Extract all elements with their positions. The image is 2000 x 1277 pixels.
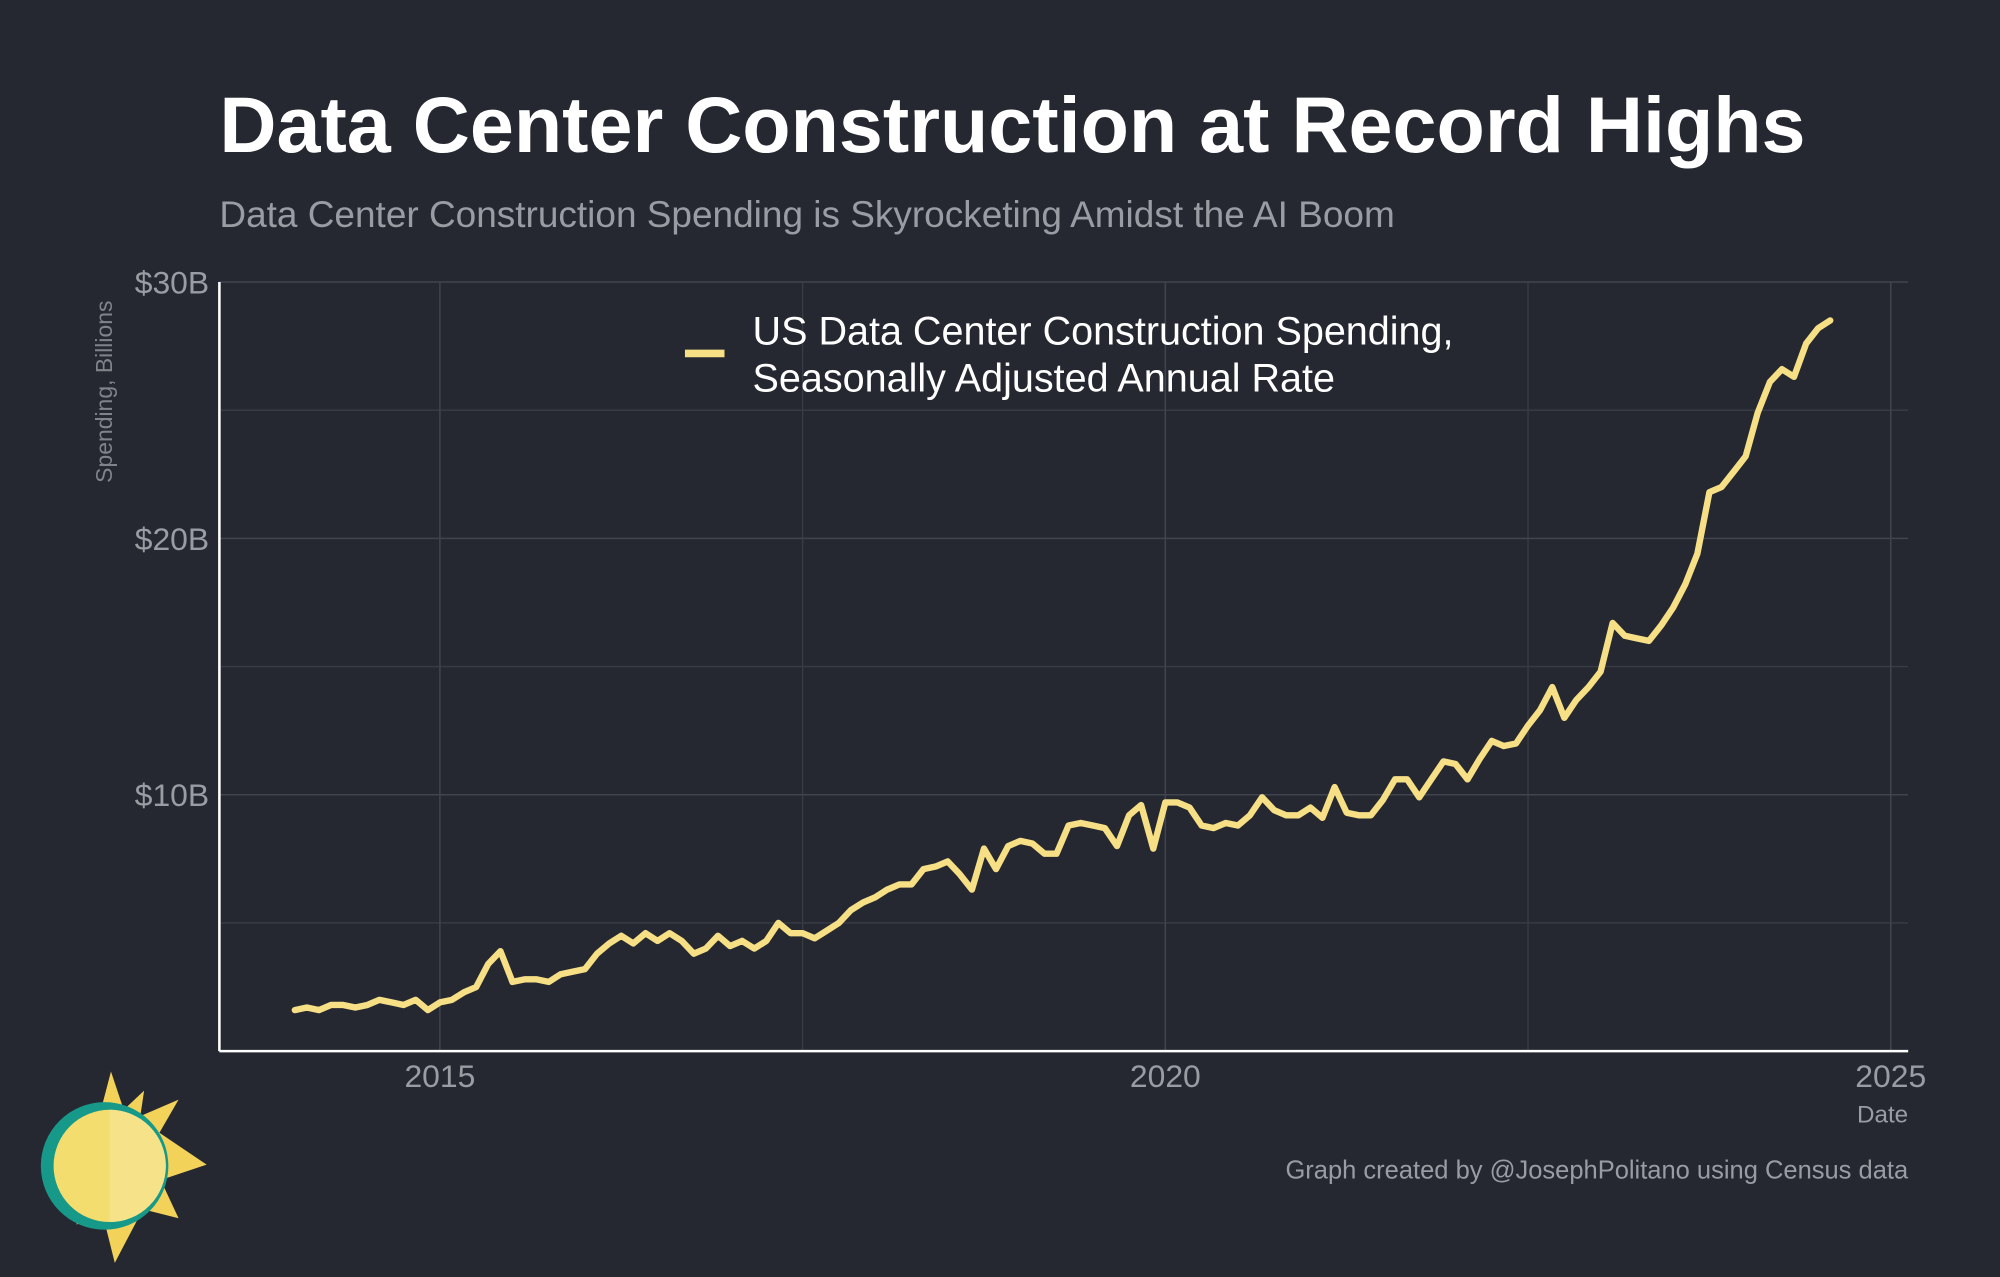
x-axis-label: Date <box>1857 1102 1908 1129</box>
x-tick-label: 2015 <box>404 1058 475 1094</box>
logo-face <box>109 1109 166 1223</box>
credit: Graph created by @JosephPolitano using C… <box>1285 1157 1909 1185</box>
y-tick-label: $20B <box>135 521 209 557</box>
legend-label: US Data Center Construction Spending, Se… <box>753 309 1465 400</box>
logo <box>40 1071 207 1263</box>
x-tick-label: 2025 <box>1855 1058 1926 1094</box>
chart-subtitle: Data Center Construction Spending is Sky… <box>219 194 1394 235</box>
grid: $10B $20B $30B 2015 2020 2025 <box>135 264 1926 1093</box>
series-line <box>291 317 1834 1014</box>
y-axis-label: Spending, Billions <box>91 301 117 483</box>
chart-title: Data Center Construction at Record Highs <box>219 80 1805 169</box>
plot: US Data Center Construction Spending, Se… <box>291 309 1834 1014</box>
y-tick-label: $30B <box>135 264 209 300</box>
legend-label-line: US Data Center Construction Spending, <box>753 309 1465 353</box>
legend-label-line: Seasonally Adjusted Annual Rate <box>753 357 1335 401</box>
x-tick-label: 2020 <box>1130 1058 1201 1094</box>
y-tick-label: $10B <box>135 777 209 813</box>
